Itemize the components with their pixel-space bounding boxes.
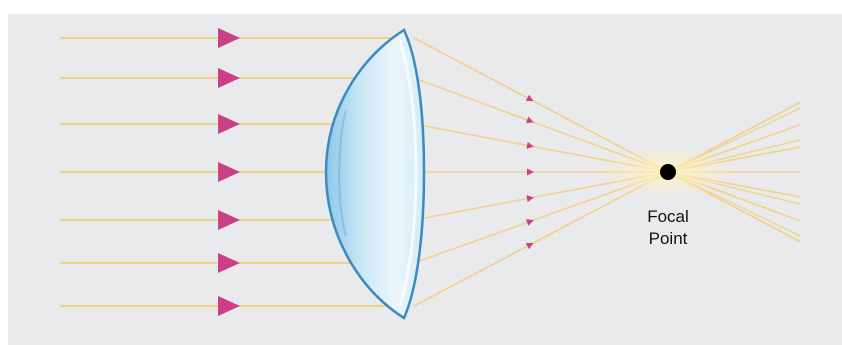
converging-ray	[413, 101, 801, 307]
lens-highlight	[398, 39, 418, 307]
focal-label-line1: Focal	[647, 207, 689, 226]
lens	[324, 28, 426, 320]
lens-icon	[324, 28, 426, 320]
incoming-arrows	[218, 28, 240, 316]
small-arrow-marker-icon	[527, 168, 534, 176]
small-arrow-marker-icon	[526, 195, 534, 203]
focal-label-line2: Point	[648, 229, 688, 248]
arrow-marker-icon	[218, 68, 240, 88]
arrow-marker-icon	[218, 253, 240, 273]
converging-ray	[413, 37, 801, 243]
focal-point-dot-icon	[660, 164, 676, 180]
focal-point-label: Focal Point	[638, 206, 698, 250]
arrow-marker-icon	[218, 114, 240, 134]
small-arrow-marker-icon	[525, 94, 534, 102]
arrow-marker-icon	[218, 210, 240, 230]
converging-arrows	[525, 94, 534, 250]
small-arrow-marker-icon	[525, 219, 534, 226]
small-arrow-marker-icon	[525, 242, 534, 250]
converging-ray	[413, 123, 801, 264]
small-arrow-marker-icon	[526, 141, 534, 149]
small-arrow-marker-icon	[525, 116, 534, 124]
lens-shade	[338, 109, 347, 237]
arrow-marker-icon	[218, 162, 240, 182]
converging-ray	[413, 77, 801, 222]
arrow-marker-icon	[218, 296, 240, 316]
arrow-marker-icon	[218, 28, 240, 48]
